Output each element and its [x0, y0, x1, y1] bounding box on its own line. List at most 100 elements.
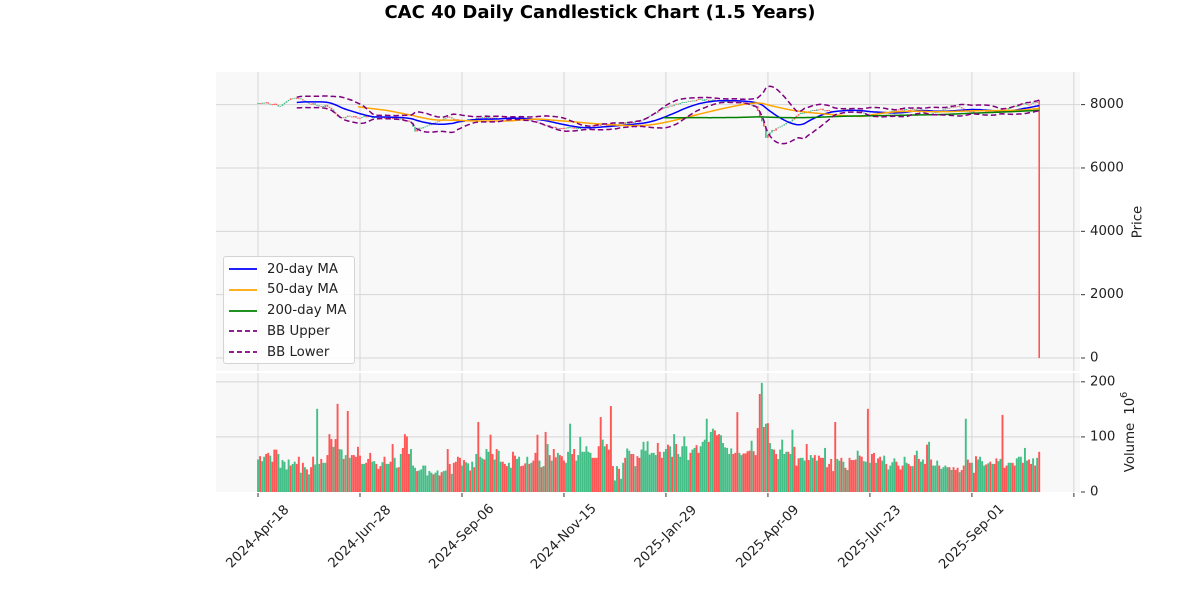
volume-bar [679, 456, 682, 492]
volume-bar [697, 452, 700, 492]
volume-bar [373, 461, 376, 492]
volume-bar [952, 467, 955, 492]
volume-bar [499, 461, 502, 492]
volume-bar [328, 434, 331, 492]
volume-bar [868, 462, 871, 492]
volume-bar [848, 457, 851, 492]
candle [606, 125, 608, 127]
volume-bar [1003, 467, 1006, 492]
volume-bar [948, 467, 951, 492]
volume-bar [656, 442, 659, 492]
volume-bar [822, 457, 824, 492]
volume-bar [799, 457, 802, 492]
candle [681, 102, 684, 104]
volume-bar [787, 451, 790, 492]
volume-bar [683, 436, 686, 492]
volume-bar [930, 459, 933, 492]
candle [769, 132, 771, 135]
volume-bar [534, 452, 537, 492]
volume-bar [420, 469, 423, 492]
volume-bar [875, 462, 877, 492]
volume-bar [720, 435, 722, 492]
volume-bar [713, 430, 716, 492]
volume-bar [367, 458, 370, 492]
volume-bar [560, 456, 563, 492]
volume-bar [571, 453, 574, 492]
volume-bar [669, 446, 671, 492]
volume-bar [599, 417, 602, 492]
volume-bar [744, 453, 747, 492]
candle [669, 105, 671, 107]
candle [732, 101, 735, 103]
volume-bar [405, 436, 408, 492]
candle [969, 111, 971, 113]
candle [665, 107, 667, 109]
volume-bar [734, 452, 737, 492]
volume-bar [620, 478, 623, 492]
volume-bar [361, 463, 363, 492]
candle [897, 109, 900, 111]
volume-bar [593, 457, 596, 492]
candle [971, 111, 973, 113]
volume-bar [1019, 456, 1022, 492]
volume-bar [962, 465, 965, 492]
legend-label: 20-day MA [267, 261, 338, 277]
candle [911, 108, 914, 110]
candle [675, 103, 677, 105]
volume-bar [512, 451, 514, 492]
volume-bar [467, 463, 470, 492]
volume-bar [289, 465, 292, 492]
volume-bar [640, 449, 643, 492]
volume-bar [518, 456, 521, 492]
volume-bar [458, 457, 461, 492]
volume-bar [781, 439, 784, 492]
volume-bar [514, 455, 516, 492]
candle [489, 117, 492, 119]
volume-bar [383, 456, 386, 492]
x-tick-label: 2024-Apr-18 [224, 503, 293, 572]
volume-bar [636, 456, 639, 492]
volume-bar [399, 453, 402, 492]
volume-bar [306, 469, 308, 492]
volume-bar [401, 447, 404, 492]
candle [932, 112, 934, 114]
candle [538, 122, 541, 124]
candle [334, 112, 337, 115]
volume-bar [750, 440, 753, 492]
volume-bar [715, 435, 718, 492]
volume-bar [699, 446, 702, 492]
volume-bar [538, 460, 541, 492]
volume-bar [830, 458, 833, 492]
candle [285, 101, 288, 103]
candle [353, 116, 355, 118]
volume-bar [363, 463, 366, 492]
volume-bar [446, 449, 449, 492]
candle [1015, 105, 1018, 107]
volume-bar [897, 465, 900, 492]
volume-bar [909, 466, 912, 492]
volume-bar [479, 456, 482, 492]
legend-item: BB Lower [224, 342, 329, 362]
200-day-ma-line [663, 109, 1040, 119]
candle [485, 116, 488, 119]
volume-bar [685, 446, 688, 492]
volume-bar [650, 452, 653, 492]
candle [300, 98, 302, 100]
volume-bar [899, 469, 902, 492]
volume-bar [972, 472, 975, 492]
volume-bar [658, 451, 661, 492]
volume-bar [275, 449, 278, 492]
volume-bar [991, 463, 994, 492]
volume-bar [609, 406, 612, 492]
volume-bar [754, 455, 757, 492]
candle [699, 98, 702, 100]
volume-bar [946, 467, 949, 492]
volume-bar [318, 463, 321, 492]
volume-bar [273, 449, 276, 492]
candle [567, 127, 569, 129]
candle [761, 116, 763, 122]
volume-bar [497, 450, 500, 492]
candle [614, 123, 616, 125]
candle [734, 101, 737, 103]
volume-bar [630, 453, 633, 492]
